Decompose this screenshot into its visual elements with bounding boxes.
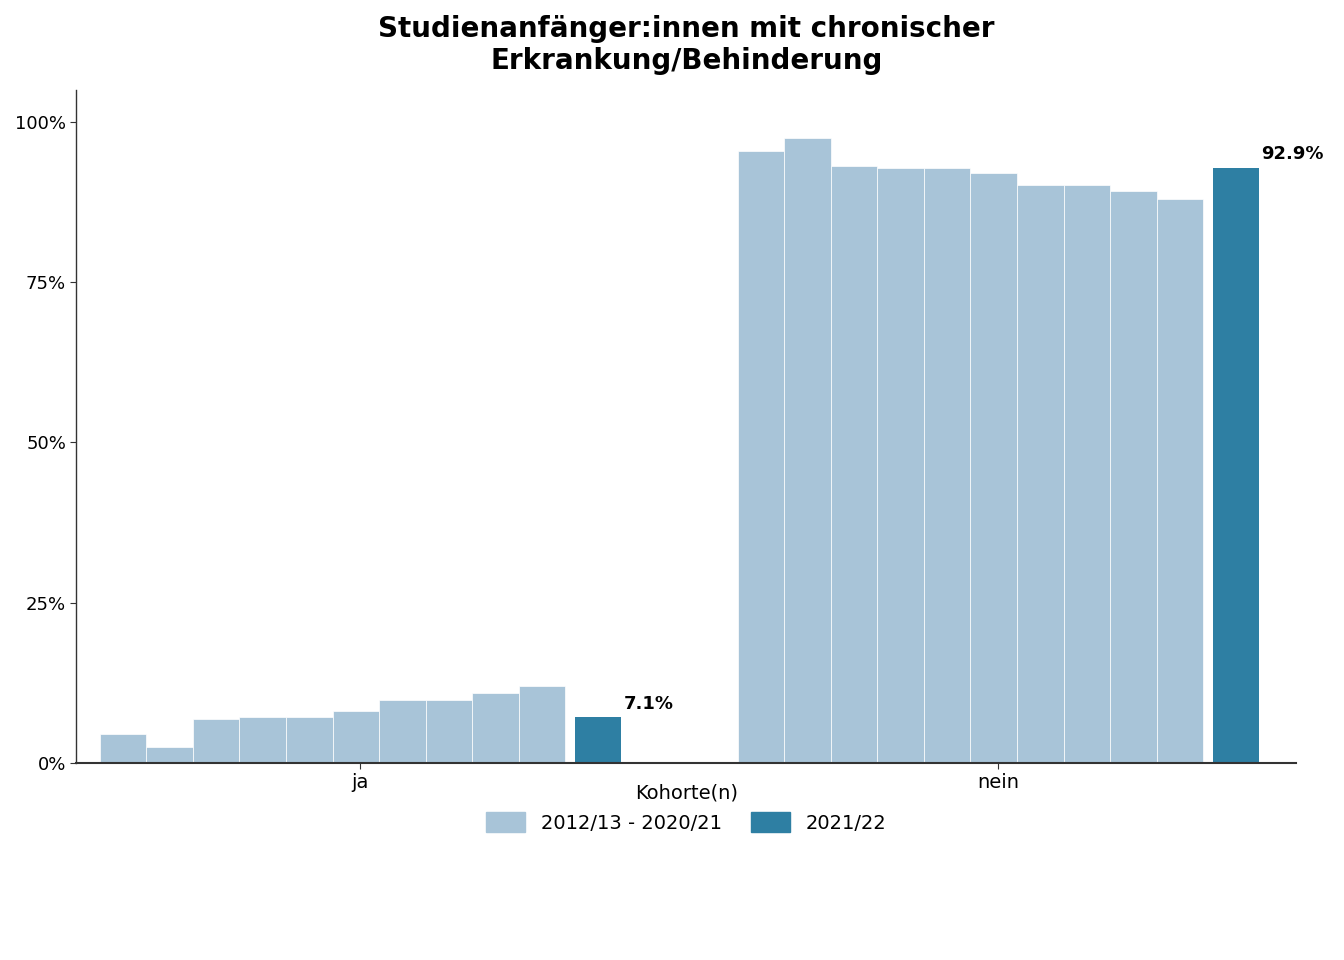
Bar xyxy=(332,711,379,762)
Text: 7.1%: 7.1% xyxy=(624,695,673,712)
Bar xyxy=(1212,168,1259,762)
Bar xyxy=(519,685,566,762)
Bar xyxy=(575,717,621,762)
Bar xyxy=(784,138,831,762)
Bar xyxy=(1017,185,1063,762)
Bar xyxy=(146,747,192,762)
Bar xyxy=(99,733,146,762)
Legend: 2012/13 - 2020/21, 2021/22: 2012/13 - 2020/21, 2021/22 xyxy=(478,776,894,840)
Title: Studienanfänger:innen mit chronischer
Erkrankung/Behinderung: Studienanfänger:innen mit chronischer Er… xyxy=(378,15,995,76)
Bar xyxy=(1157,199,1203,762)
Bar xyxy=(192,719,239,762)
Bar xyxy=(472,693,519,762)
Bar xyxy=(426,700,472,762)
Bar xyxy=(239,716,286,762)
Bar xyxy=(970,174,1017,762)
Bar xyxy=(831,166,878,762)
Bar xyxy=(286,716,332,762)
Bar xyxy=(379,700,426,762)
Bar xyxy=(1110,191,1157,762)
Text: 92.9%: 92.9% xyxy=(1262,145,1324,163)
Bar xyxy=(738,151,784,762)
Bar xyxy=(1063,185,1110,762)
Bar xyxy=(923,168,970,762)
Bar xyxy=(878,168,923,762)
